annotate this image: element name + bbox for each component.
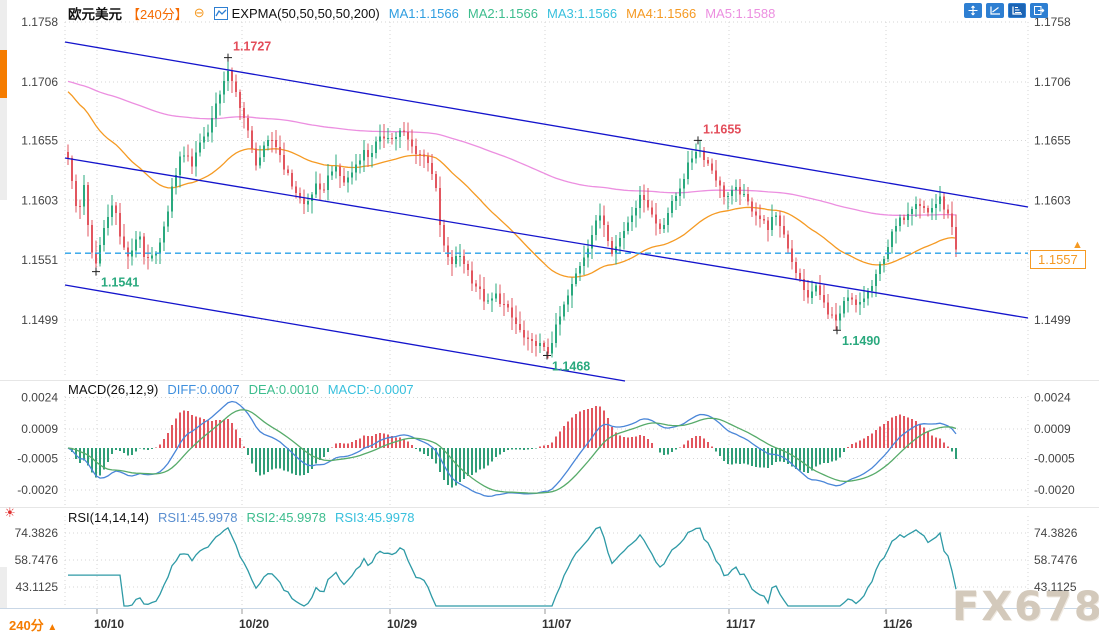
macd-diff-line	[67, 400, 957, 497]
price-axis-label-right: 1.1655	[1034, 133, 1071, 147]
pop-out-icon[interactable]	[1030, 3, 1048, 18]
rsi-axis-label-left: 58.7476	[15, 553, 59, 567]
candles	[66, 57, 958, 359]
x-axis-label: 11/26	[883, 617, 913, 631]
symbol-title: 欧元美元	[68, 7, 122, 22]
watermark: FX678	[952, 584, 1099, 630]
extreme-label: 1.1490	[842, 334, 880, 348]
macd-axis-label-right: 0.0024	[1034, 391, 1071, 405]
rsi-axis-label-right: 58.7476	[1034, 553, 1078, 567]
rsi3-value: RSI3:45.9978	[334, 510, 415, 525]
macd-diff-value: DIFF:0.0007	[167, 382, 240, 397]
macd-histogram	[71, 406, 957, 488]
macd-axis-label-left: 0.0024	[21, 391, 58, 405]
ma4-value: MA4:1.1566	[626, 5, 697, 21]
ma3-value: MA3:1.1566	[546, 5, 618, 21]
rsi-axis-label-left: 74.3826	[15, 526, 59, 540]
x-axis-label: 10/29	[387, 617, 417, 631]
ma2-value: MA2:1.1566	[467, 5, 538, 21]
chart-type-icon	[213, 6, 228, 20]
price-axis-label-right: 1.1603	[1034, 193, 1071, 207]
rsi-axis-label-right: 43.1125	[1034, 580, 1077, 594]
current-price-tag: 1.1557	[1030, 250, 1086, 269]
scale-horizontal-icon[interactable]	[986, 3, 1004, 18]
macd-dea-value: DEA:0.0010	[248, 382, 319, 397]
price-axis-label-right: 1.1499	[1034, 313, 1071, 327]
collapse-icon[interactable]: ⊖	[193, 5, 205, 20]
time-axis: 10/10 10/20 10/29 11/07 11/17 11/26	[94, 609, 913, 631]
period-selector-label: 240分	[9, 618, 44, 633]
rsi-axis-label-right: 74.3826	[1034, 526, 1078, 540]
macd-axis-label-right: 0.0009	[1034, 422, 1071, 436]
price-axis-label-left: 1.1603	[21, 193, 58, 207]
ma5-value: MA5:1.1588	[705, 5, 776, 21]
rsi2-value: RSI2:45.9978	[246, 510, 326, 525]
price-annotations: 1.1727 1.1655 1.1541 1.1468 1.1490	[92, 40, 880, 374]
price-up-arrow-icon: ▲	[1072, 239, 1083, 251]
rsi-line	[68, 526, 957, 607]
price-axis-label-left: 1.1499	[21, 313, 58, 327]
current-price-value: 1.1557	[1038, 252, 1078, 267]
panel-dividers	[0, 380, 1099, 609]
price-axis-label-left: 1.1758	[21, 15, 58, 29]
macd-title: MACD(26,12,9)	[68, 382, 159, 397]
rsi-title: RSI(14,14,14)	[68, 510, 149, 525]
left-scrollbar-thumb[interactable]	[0, 50, 7, 98]
period-selector[interactable]: 240分 ▲	[9, 615, 57, 634]
price-panel-header: 欧元美元 【240分】 ⊖ EXPMA(50,50,50,50,200) MA1…	[68, 3, 775, 23]
ma1-value: MA1:1.1566	[388, 5, 459, 21]
price-axis-label-right: 1.1706	[1034, 75, 1071, 89]
macd-axis-label-right: -0.0020	[1034, 483, 1075, 497]
extreme-label: 1.1468	[552, 360, 590, 374]
scale-vertical-icon[interactable]	[1008, 3, 1026, 18]
macd-axis-label-left: -0.0020	[17, 483, 58, 497]
x-axis-label: 11/17	[726, 617, 756, 631]
macd-macd-value: MACD:-0.0007	[327, 382, 414, 397]
rsi-panel-header: RSI(14,14,14) RSI1:45.9978 RSI2:45.9978 …	[68, 510, 414, 525]
macd-dea-line	[67, 409, 957, 494]
indicator-name: EXPMA(50,50,50,50,200)	[231, 5, 380, 21]
price-axis-label-left: 1.1655	[21, 133, 58, 147]
rsi1-value: RSI1:45.9978	[157, 510, 238, 525]
left-scrollbar-lower	[0, 567, 7, 608]
period-selector-arrow-icon: ▲	[47, 622, 58, 633]
left-scrollbar	[0, 0, 7, 200]
macd-axis-label-right: -0.0005	[1034, 452, 1075, 466]
x-axis-label: 10/10	[94, 617, 124, 631]
macd-axis-label-left: -0.0005	[17, 452, 58, 466]
x-axis-label: 11/07	[542, 617, 572, 631]
sun-icon[interactable]: ☀	[4, 505, 16, 520]
price-axis-label-right: 1.1758	[1034, 15, 1071, 29]
trendlines[interactable]	[64, 41, 1029, 382]
macd-axis-label-left: 0.0009	[21, 422, 58, 436]
extreme-label: 1.1541	[101, 276, 139, 290]
gridlines	[64, 21, 1029, 606]
expma-50-line	[67, 91, 957, 278]
macd-panel-header: MACD(26,12,9) DIFF:0.0007 DEA:0.0010 MAC…	[68, 382, 414, 397]
rsi-axis-label-left: 43.1125	[16, 580, 59, 594]
extreme-label: 1.1655	[703, 122, 741, 136]
chart-toolbar	[964, 3, 1048, 18]
price-axis-label-left: 1.1706	[21, 75, 58, 89]
price-axis-label-left: 1.1551	[21, 253, 58, 267]
x-axis-label: 10/20	[239, 617, 269, 631]
period-label[interactable]: 【240分】	[127, 6, 188, 22]
crosshair-move-icon[interactable]	[964, 3, 982, 18]
axis-labels: 1.1758 1.1706 1.1655 1.1603 1.1551 1.1499 1.17…	[15, 15, 1078, 594]
extreme-label: 1.1727	[233, 40, 271, 54]
